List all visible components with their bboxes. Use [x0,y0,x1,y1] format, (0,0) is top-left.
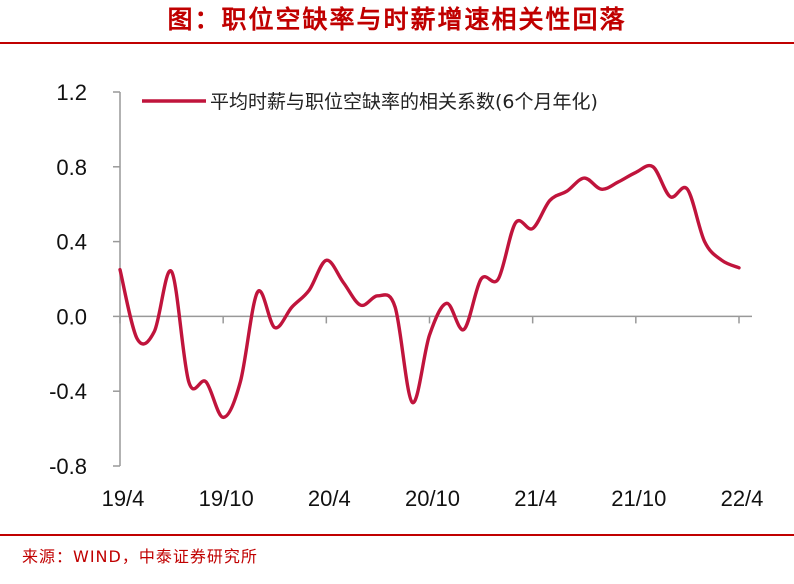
data-point [634,170,638,174]
data-point [256,290,260,294]
x-tick-label: 20/10 [405,486,460,511]
data-point [118,268,122,272]
data-point [221,415,225,419]
x-tick-label: 21/10 [611,486,666,511]
data-point [617,180,621,184]
series-line [118,163,741,420]
data-point [238,380,242,384]
data-point [513,221,517,225]
data-point [428,333,432,337]
data-point [685,187,689,191]
data-point [599,187,603,191]
data-point [273,326,277,330]
x-tick-label: 19/4 [102,486,145,511]
data-point [410,400,414,404]
data-point [393,305,397,309]
line-chart: 1.2 0.8 0.4 0.0 -0.4 -0.8 19/4 19/10 20/4 20/10 2… [49,80,764,511]
data-point [187,380,191,384]
data-point [152,329,156,333]
data-point [170,270,174,274]
x-tick-label: 22/4 [721,486,764,511]
y-tick-label: 0.0 [56,304,87,329]
series-lines [118,163,741,420]
data-point [737,266,741,270]
series-points [118,165,741,420]
y-tick-label: 0.4 [56,230,87,255]
data-point [290,305,294,309]
data-point [582,176,586,180]
y-tick-labels: 1.2 0.8 0.4 0.0 -0.4 -0.8 [49,80,87,479]
data-point [565,189,569,193]
data-point [496,277,500,281]
title-divider [0,42,794,44]
data-point [135,337,139,341]
data-point [531,227,535,231]
data-point [342,281,346,285]
x-tick-label: 21/4 [514,486,557,511]
chart-axes [113,91,752,467]
data-point [376,294,380,298]
footer-divider [0,534,794,536]
y-tick-label: -0.8 [49,454,87,479]
data-point [548,198,552,202]
y-tick-label: 0.8 [56,155,87,180]
data-point [307,288,311,292]
source-note: 来源：WIND，中泰证券研究所 [22,547,258,566]
data-point [359,303,363,307]
figure-title: 图：职位空缺率与时薪增速相关性回落 [167,5,627,34]
x-tick-labels: 19/4 19/10 20/4 20/10 21/4 21/10 22/4 [102,486,764,511]
data-point [204,380,208,384]
data-point [651,165,655,169]
data-point [324,258,328,262]
y-tick-label: -0.4 [49,379,87,404]
data-point [720,258,724,262]
data-point [479,277,483,281]
x-tick-label: 20/4 [308,486,351,511]
chart-legend: 平均时薪与职位空缺率的相关系数(6个月年化) [142,91,598,113]
data-point [668,195,672,199]
data-point [445,301,449,305]
x-tick-label: 19/10 [199,486,254,511]
y-tick-label: 1.2 [56,80,87,105]
data-point [703,240,707,244]
legend-label: 平均时薪与职位空缺率的相关系数(6个月年化) [210,91,598,113]
data-point [462,327,466,331]
